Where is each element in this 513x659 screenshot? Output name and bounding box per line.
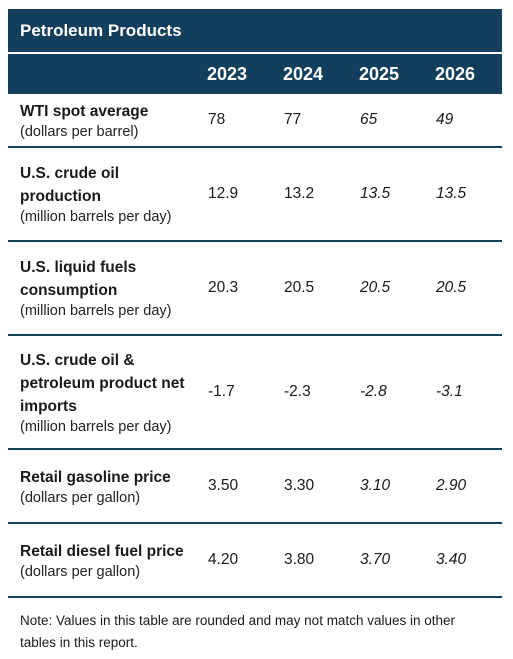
row-label: Retail gasoline price (dollars per gallo… xyxy=(8,466,198,507)
row-label: U.S. crude oil & petroleum product net i… xyxy=(8,349,198,436)
row-label: Retail diesel fuel price (dollars per ga… xyxy=(8,540,198,581)
table-row: Retail diesel fuel price (dollars per ga… xyxy=(8,524,502,598)
forecast-value-cell: 49 xyxy=(436,111,454,128)
table-row: U.S. liquid fuels consumption (million b… xyxy=(8,242,502,336)
forecast-value-cell: 2.90 xyxy=(436,477,467,494)
row-name: U.S. liquid fuels consumption xyxy=(20,259,137,299)
value-cell: 3.50 xyxy=(208,477,239,494)
row-name: U.S. crude oil production xyxy=(20,165,120,205)
forecast-value-cell: 13.5 xyxy=(360,185,391,202)
table-header: Petroleum Products 2023 2024 2025 2026 xyxy=(8,9,502,94)
forecast-value-cell: 65 xyxy=(360,111,378,128)
row-unit: (dollars per barrel) xyxy=(20,123,139,140)
row-label: U.S. crude oil production (million barre… xyxy=(8,162,198,226)
year-2023: 2023 xyxy=(207,63,248,84)
value-cell: 4.20 xyxy=(208,551,239,568)
value-cell: 20.3 xyxy=(208,279,239,296)
value-cell: 78 xyxy=(208,111,226,128)
value-cell: 13.2 xyxy=(284,185,315,202)
row-unit: (dollars per gallon) xyxy=(20,489,141,506)
row-unit: (million barrels per day) xyxy=(20,209,172,225)
row-unit: (dollars per gallon) xyxy=(20,563,141,580)
row-name: Retail diesel fuel price xyxy=(20,542,184,560)
year-2026: 2026 xyxy=(435,63,476,84)
table-row: WTI spot average (dollars per barrel) 78… xyxy=(8,94,502,148)
table-title: Petroleum Products xyxy=(8,9,502,54)
table-row: Retail gasoline price (dollars per gallo… xyxy=(8,450,502,524)
value-cell: 77 xyxy=(284,111,302,128)
value-cell: -2.3 xyxy=(284,383,311,400)
table-row: U.S. crude oil production (million barre… xyxy=(8,148,502,242)
forecast-value-cell: 20.5 xyxy=(360,279,391,296)
value-cell: -1.7 xyxy=(208,383,235,400)
forecast-value-cell: 3.70 xyxy=(360,551,391,568)
forecast-value-cell: 20.5 xyxy=(436,279,467,296)
value-cell: 20.5 xyxy=(284,279,315,296)
forecast-value-cell: -3.1 xyxy=(436,383,463,400)
row-label: WTI spot average (dollars per barrel) xyxy=(8,100,198,141)
forecast-value-cell: 3.10 xyxy=(360,477,391,494)
year-2024: 2024 xyxy=(283,63,324,84)
row-name: Retail gasoline price xyxy=(20,468,171,486)
value-cell: 3.80 xyxy=(284,551,315,568)
row-unit: (million barrels per day) xyxy=(20,418,172,435)
year-header-row: 2023 2024 2025 2026 xyxy=(8,54,502,94)
row-name: WTI spot average xyxy=(20,102,149,120)
forecast-value-cell: 13.5 xyxy=(436,185,467,202)
value-cell: 12.9 xyxy=(208,185,239,202)
value-cell: 3.30 xyxy=(284,477,315,494)
year-2025: 2025 xyxy=(359,63,400,84)
petroleum-products-table: Petroleum Products 2023 2024 2025 2026 W… xyxy=(8,9,502,598)
row-unit: (million barrels per day) xyxy=(20,303,172,319)
forecast-value-cell: 3.40 xyxy=(436,551,467,568)
row-label: U.S. liquid fuels consumption (million b… xyxy=(8,256,198,320)
table-row: U.S. crude oil & petroleum product net i… xyxy=(8,336,502,450)
row-name: U.S. crude oil & petroleum product net i… xyxy=(20,351,185,415)
forecast-value-cell: -2.8 xyxy=(360,383,387,400)
table-note: Note: Values in this table are rounded a… xyxy=(20,613,456,650)
